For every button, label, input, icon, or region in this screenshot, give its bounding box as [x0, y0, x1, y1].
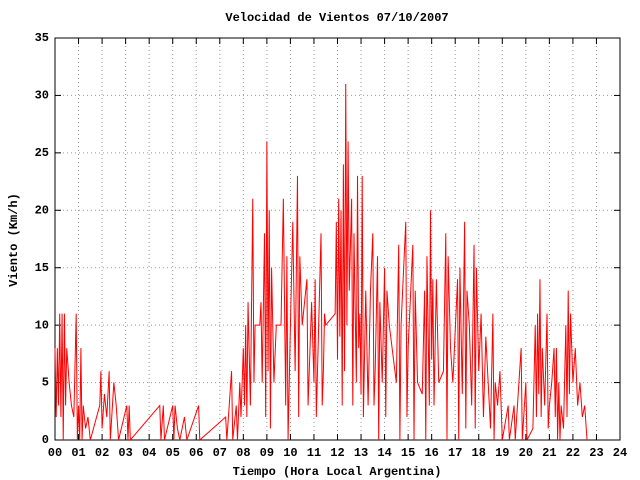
x-tick-label: 13	[354, 446, 368, 460]
x-tick-label: 18	[472, 446, 486, 460]
x-tick-label: 02	[95, 446, 109, 460]
x-tick-label: 23	[589, 446, 603, 460]
x-tick-label: 01	[71, 446, 85, 460]
y-tick-label: 25	[35, 146, 49, 160]
x-tick-label: 06	[189, 446, 203, 460]
x-tick-label: 24	[613, 446, 627, 460]
y-tick-label: 5	[42, 376, 49, 390]
plot-border	[54, 37, 621, 441]
x-axis-label: Tiempo (Hora Local Argentina)	[233, 465, 442, 479]
x-tick-label: 16	[424, 446, 438, 460]
y-tick-label: 30	[35, 89, 49, 103]
y-tick-label: 15	[35, 261, 49, 275]
x-tick-label: 10	[283, 446, 297, 460]
y-tick-label: 10	[35, 318, 49, 332]
y-tick-label: 0	[42, 433, 49, 447]
y-axis-label: Viento (Km/h)	[7, 193, 21, 287]
x-tick-label: 07	[213, 446, 227, 460]
x-tick-label: 22	[566, 446, 580, 460]
y-tick-label: 20	[35, 203, 49, 217]
data-line	[54, 83, 588, 442]
x-tick-label: 17	[448, 446, 462, 460]
x-tick-label: 08	[236, 446, 250, 460]
x-tick-label: 20	[519, 446, 533, 460]
x-tick-label: 05	[166, 446, 180, 460]
x-tick-label: 00	[48, 446, 62, 460]
x-tick-label: 12	[330, 446, 344, 460]
x-tick-label: 09	[260, 446, 274, 460]
x-tick-label: 19	[495, 446, 509, 460]
x-tick-label: 04	[142, 446, 156, 460]
x-tick-label: 15	[401, 446, 415, 460]
x-tick-label: 03	[118, 446, 132, 460]
x-tick-label: 14	[377, 446, 391, 460]
chart-title: Velocidad de Vientos 07/10/2007	[225, 11, 448, 25]
x-tick-label: 11	[307, 446, 321, 460]
y-tick-label: 35	[35, 31, 49, 45]
x-tick-label: 21	[542, 446, 556, 460]
